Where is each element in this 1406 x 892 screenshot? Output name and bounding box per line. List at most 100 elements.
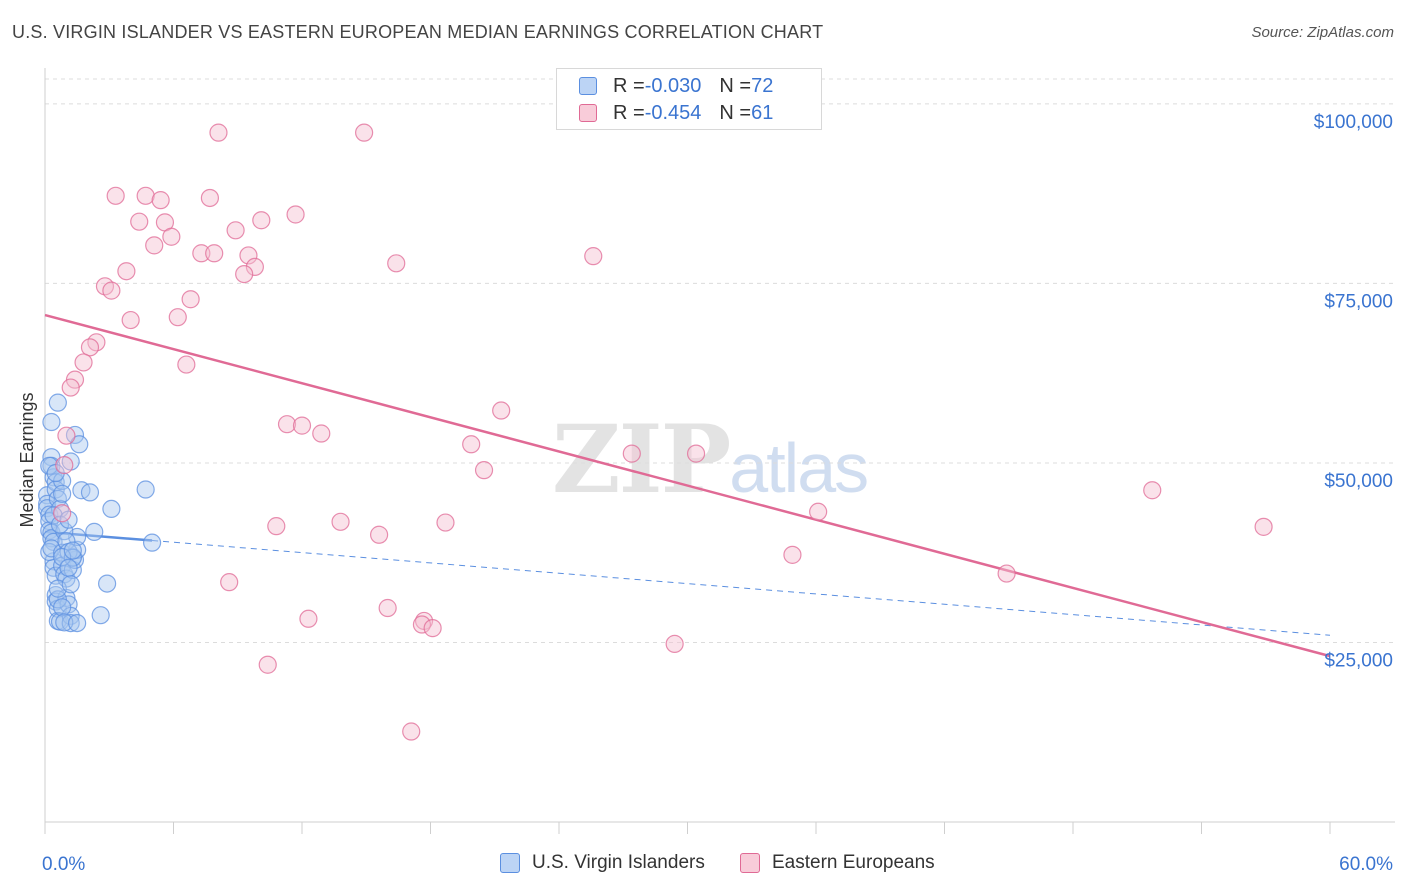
data-point bbox=[53, 484, 72, 503]
data-point bbox=[106, 186, 125, 205]
y-tick-label: $75,000 bbox=[1324, 291, 1393, 312]
data-point bbox=[50, 515, 70, 534]
data-point bbox=[142, 533, 162, 552]
data-point bbox=[61, 575, 80, 594]
data-point bbox=[370, 525, 389, 544]
data-point bbox=[252, 211, 271, 230]
data-point bbox=[61, 378, 80, 397]
axis-labels: $25,000 $50,000 $75,000 $100,000 0.0% 60.0% Me… bbox=[17, 112, 1393, 875]
data-point bbox=[226, 221, 245, 240]
source-credit: Source: ZipAtlas.com bbox=[1251, 24, 1394, 41]
data-point bbox=[136, 186, 155, 205]
x-tick-label-min: 0.0% bbox=[42, 854, 85, 875]
data-point bbox=[40, 456, 59, 475]
data-point bbox=[48, 393, 67, 412]
stats-row-virgin-islanders: R = -0.030 N = 72 bbox=[579, 73, 773, 99]
data-point bbox=[235, 264, 254, 284]
data-point bbox=[267, 517, 286, 536]
legend-swatch-blue bbox=[500, 853, 520, 873]
virgin-islanders-swatch bbox=[579, 77, 597, 95]
data-point bbox=[117, 262, 136, 281]
chart-title: U.S. VIRGIN ISLANDER VS EASTERN EUROPEAN… bbox=[12, 22, 824, 42]
data-point bbox=[200, 188, 220, 208]
data-point bbox=[245, 257, 264, 277]
data-point bbox=[665, 634, 684, 654]
data-point bbox=[55, 613, 74, 632]
data-point bbox=[286, 205, 305, 224]
data-point bbox=[53, 598, 72, 617]
trend-lines bbox=[44, 313, 1331, 658]
data-point bbox=[162, 227, 181, 246]
data-point bbox=[85, 522, 104, 541]
data-point bbox=[423, 619, 442, 638]
data-point bbox=[68, 613, 87, 633]
grid-lines bbox=[45, 78, 1395, 643]
data-point bbox=[70, 435, 89, 454]
legend-item-virgin-islanders: U.S. Virgin Islanders bbox=[500, 852, 705, 874]
data-point bbox=[584, 247, 603, 266]
data-point bbox=[181, 290, 200, 309]
data-point bbox=[53, 547, 72, 567]
data-point bbox=[462, 435, 481, 454]
data-point bbox=[168, 308, 187, 327]
data-point bbox=[57, 426, 76, 445]
data-point bbox=[53, 504, 72, 523]
data-point bbox=[412, 615, 432, 634]
r-label: R = bbox=[613, 74, 645, 97]
data-point bbox=[258, 655, 277, 674]
data-point bbox=[102, 281, 121, 300]
data-point bbox=[331, 512, 350, 531]
legend-label: Eastern Europeans bbox=[772, 852, 935, 873]
r-value: -0.454 bbox=[644, 101, 702, 124]
stats-row-eastern-europeans: R = -0.454 N = 61 bbox=[579, 100, 773, 126]
data-point bbox=[378, 598, 397, 618]
data-point bbox=[102, 499, 121, 519]
data-point bbox=[151, 191, 170, 210]
watermark-atlas: atlas bbox=[729, 429, 869, 507]
legend-swatch-pink bbox=[740, 853, 760, 873]
series-points-0 bbox=[38, 393, 162, 633]
data-point bbox=[136, 480, 155, 499]
data-point bbox=[209, 123, 228, 142]
legend-item-eastern-europeans: Eastern Europeans bbox=[740, 852, 935, 874]
data-point bbox=[492, 401, 511, 420]
data-point bbox=[474, 461, 494, 480]
data-point bbox=[74, 353, 93, 372]
data-point bbox=[355, 123, 374, 142]
data-point bbox=[277, 415, 297, 434]
data-point bbox=[387, 254, 406, 273]
data-point bbox=[59, 558, 78, 577]
data-point bbox=[91, 606, 110, 625]
data-point bbox=[205, 244, 224, 263]
trend-line-1 bbox=[44, 313, 1331, 658]
data-point bbox=[130, 212, 149, 231]
stats-legend: R = -0.030 N = 72 R = -0.454 N = 61 bbox=[556, 68, 822, 130]
data-point bbox=[622, 444, 641, 463]
y-tick-label: $25,000 bbox=[1324, 650, 1393, 671]
data-point bbox=[220, 573, 239, 592]
axes bbox=[44, 68, 1395, 834]
r-value: -0.030 bbox=[644, 74, 702, 97]
data-point bbox=[59, 510, 78, 529]
legend-label: U.S. Virgin Islanders bbox=[532, 852, 705, 873]
data-point bbox=[192, 244, 211, 263]
y-tick-label: $50,000 bbox=[1324, 471, 1393, 492]
n-value: 61 bbox=[751, 101, 774, 124]
data-point bbox=[299, 609, 318, 628]
eastern-europeans-swatch bbox=[579, 104, 597, 122]
data-points bbox=[38, 123, 1273, 741]
data-point bbox=[61, 613, 80, 633]
data-point bbox=[55, 456, 74, 475]
n-label: N = bbox=[719, 101, 752, 124]
trend-line-dashed-0 bbox=[152, 540, 1331, 636]
data-point bbox=[239, 246, 258, 265]
data-point bbox=[121, 310, 140, 330]
n-label: N = bbox=[719, 74, 752, 97]
data-point bbox=[1254, 517, 1273, 536]
data-point bbox=[63, 541, 82, 560]
data-point bbox=[1143, 481, 1162, 500]
data-point bbox=[402, 722, 421, 741]
y-tick-label: $100,000 bbox=[1314, 112, 1393, 133]
data-point bbox=[145, 236, 164, 255]
